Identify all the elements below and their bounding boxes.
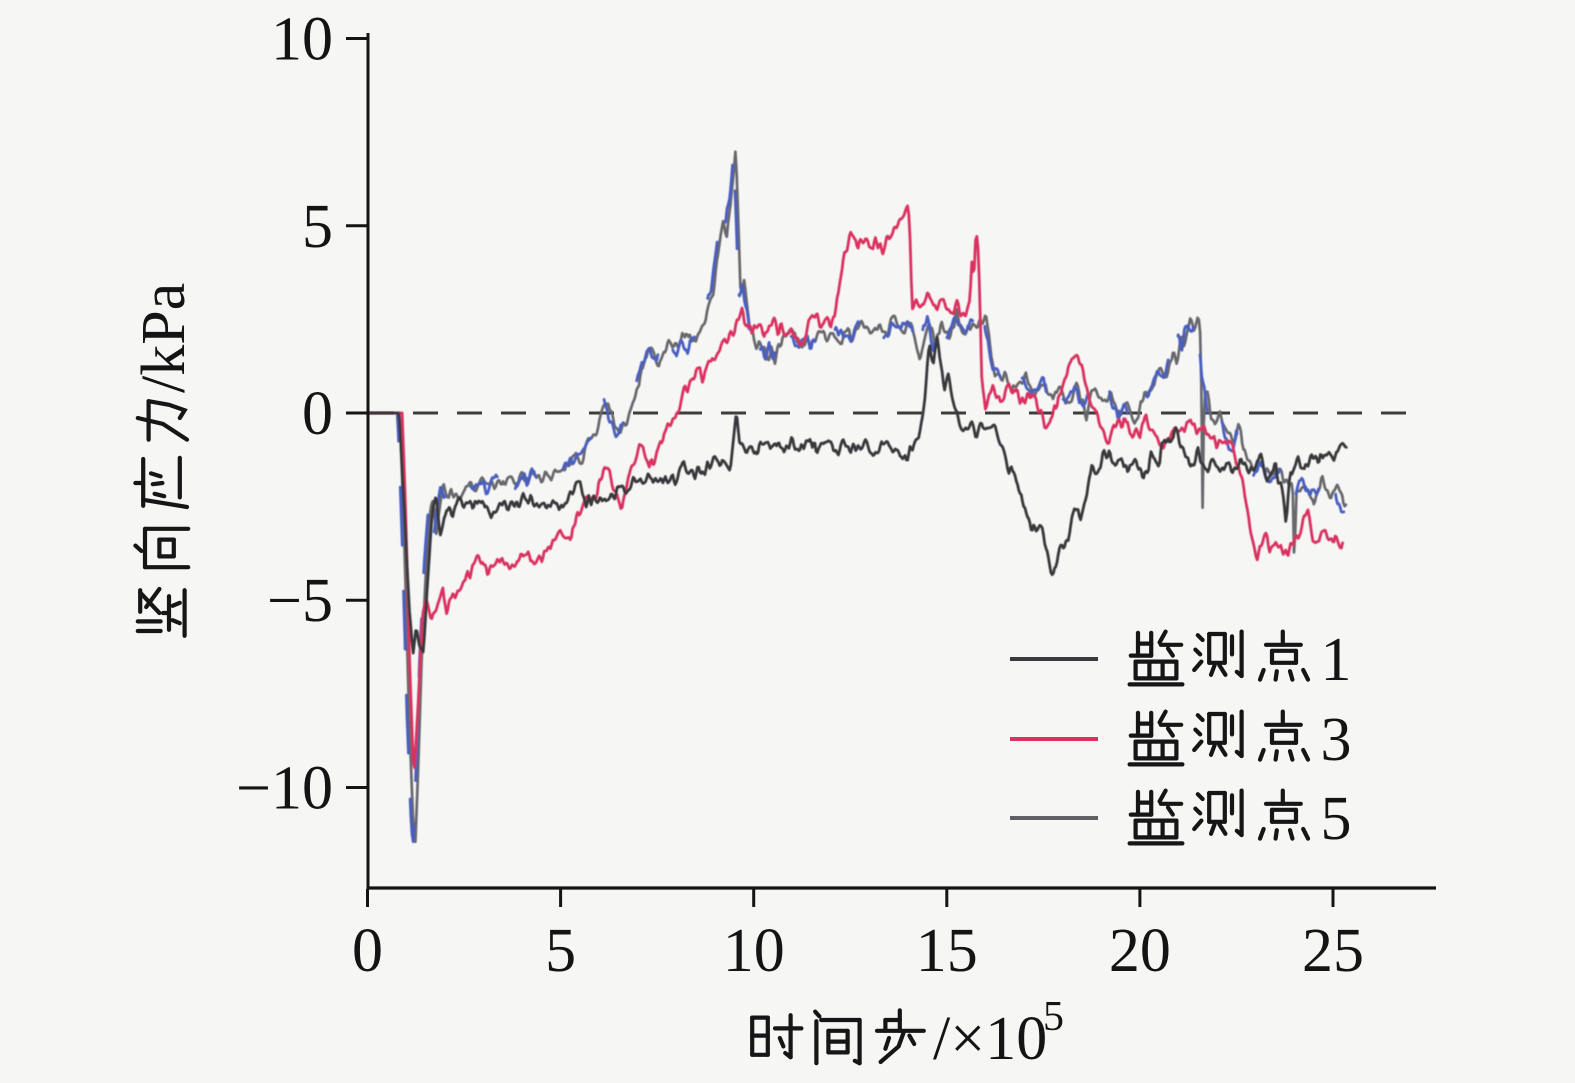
svg-text:5: 5 [545,917,576,985]
svg-text:−5: −5 [267,567,333,635]
svg-text:10: 10 [271,6,333,74]
svg-text:25: 25 [1302,917,1364,985]
svg-text:5: 5 [1043,994,1064,1040]
svg-text:3: 3 [1321,706,1352,774]
svg-text:10: 10 [723,917,785,985]
svg-text:/kPa: /kPa [130,283,198,393]
svg-text:5: 5 [302,193,333,261]
svg-text:0: 0 [302,380,333,448]
svg-text:15: 15 [916,917,978,985]
svg-text:20: 20 [1109,917,1171,985]
svg-text:1: 1 [1321,626,1352,694]
svg-text:−10: −10 [236,755,333,823]
svg-text:5: 5 [1321,785,1352,853]
svg-text:/×10: /×10 [933,1005,1047,1073]
svg-text:0: 0 [352,917,383,985]
